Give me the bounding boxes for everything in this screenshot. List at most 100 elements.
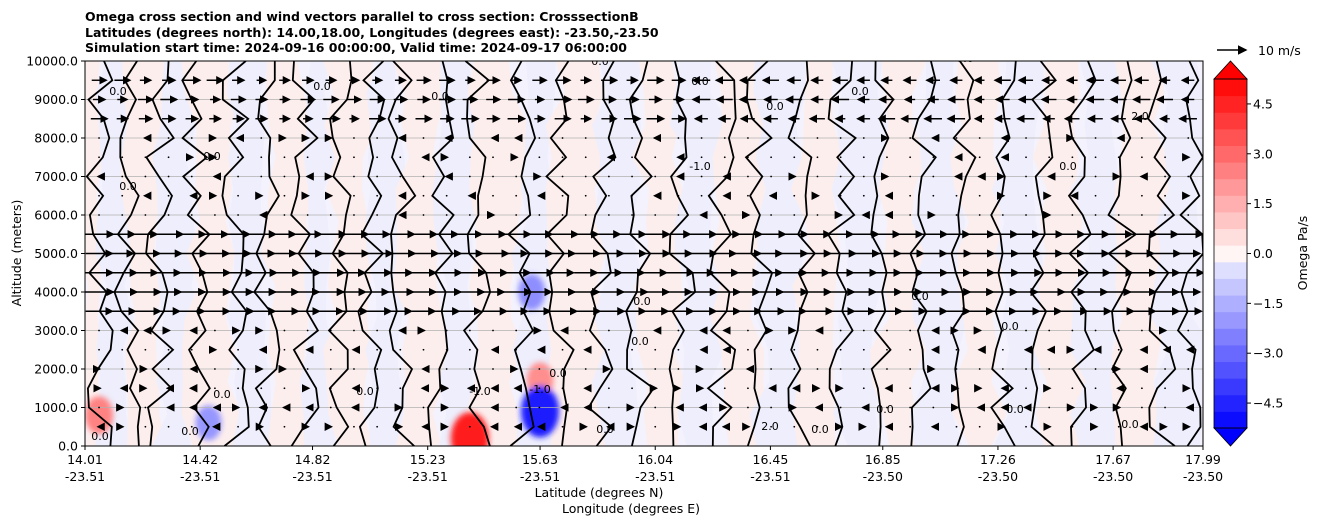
wind-vector-dot <box>747 387 749 390</box>
contour-label: 0.0 <box>119 180 137 193</box>
colorbar-segment <box>1214 79 1247 97</box>
wind-vector-dot <box>1001 368 1004 370</box>
wind-vector-dot <box>654 214 657 216</box>
wind-vector-dot <box>515 175 518 178</box>
contour-label: 0.0 <box>203 150 221 163</box>
wind-vector-dot <box>1071 175 1074 178</box>
x-tick-label-lon: -23.50 <box>863 469 903 484</box>
wind-vector-dot <box>468 137 471 139</box>
wind-vector-dot <box>121 194 124 197</box>
wind-vector-dot <box>561 194 564 197</box>
colorbar-segment <box>1214 411 1247 429</box>
colorbar-segment <box>1214 211 1247 230</box>
wind-vector-dot <box>631 214 633 216</box>
wind-vector-dot <box>1117 156 1120 159</box>
wind-vector-dot <box>492 368 494 370</box>
colorbar-tick-label: 1.5 <box>1253 196 1273 211</box>
wind-vector-dot <box>237 348 239 351</box>
wind-vector-dot <box>237 156 239 159</box>
wind-vector-dot <box>376 406 379 409</box>
wind-vector-dot <box>492 175 494 178</box>
wind-vector-dot <box>1025 156 1027 159</box>
wind-vector-dot <box>607 329 610 332</box>
wind-vector-dot <box>909 214 912 216</box>
colorbar-segment <box>1214 278 1247 296</box>
wind-vector-dot <box>167 156 170 159</box>
x-tick-label-lat: 17.99 <box>1185 452 1221 467</box>
wind-vector-dot <box>909 425 912 428</box>
wind-vector-dot <box>144 348 147 351</box>
wind-vector-dot <box>723 214 726 216</box>
wind-vector-dot <box>909 348 912 351</box>
contour-label: 0.0 <box>691 75 709 88</box>
wind-vector-dot <box>932 156 935 159</box>
wind-vector-dot <box>1025 214 1027 216</box>
plot-area: 0.0 0.0 0.0 0.0 0.0 0.0 0.0 0.0 -1.0 0.0 0.0 0.0 2.0… <box>85 55 1203 446</box>
x-tick-label-lon: -23.51 <box>292 469 332 484</box>
colorbar-segment <box>1214 195 1247 213</box>
wind-vector-dot <box>862 194 865 197</box>
x-tick-label-lat: 15.63 <box>522 452 558 467</box>
x-tick-label-lon: -23.50 <box>1093 469 1133 484</box>
wind-vector-dot <box>98 214 100 216</box>
y-tick-label: 5000.0 <box>34 246 78 261</box>
contour-label: 0.0 <box>591 55 609 68</box>
wind-vector-dot <box>190 214 193 216</box>
wind-vector-dot <box>955 194 958 197</box>
wind-vector-dot <box>190 175 193 178</box>
wind-vector-dot <box>723 368 726 370</box>
wind-vector-dot <box>121 156 124 159</box>
y-tick-label: 3000.0 <box>34 323 78 338</box>
wind-vector-dot <box>793 368 796 370</box>
colorbar-segment <box>1214 295 1247 313</box>
wind-vector-dot <box>376 175 379 178</box>
wind-vector-dot <box>121 137 124 139</box>
wind-vector-dot <box>932 194 935 197</box>
wind-vector-dot <box>422 214 425 216</box>
wind-vector-dot <box>1025 425 1027 428</box>
x-tick-label-lat: 14.01 <box>67 452 103 467</box>
wind-vector-dot <box>1001 329 1004 332</box>
wind-vector-dot <box>747 156 749 159</box>
wind-vector-dot <box>862 175 865 178</box>
wind-vector-dot <box>144 406 147 409</box>
wind-vector-dot <box>121 214 124 216</box>
wind-vector-dot <box>1048 156 1051 159</box>
wind-vector-dot <box>399 368 402 370</box>
wind-vector-dot <box>723 387 726 390</box>
wind-vector-dot <box>816 175 819 178</box>
wind-vector-dot <box>98 194 100 197</box>
wind-vector-dot <box>607 387 610 390</box>
contour-label: 0.0 <box>911 290 929 303</box>
vector-key: 10 m/s <box>1217 43 1301 58</box>
x-tick-label-lon: -23.50 <box>1183 469 1223 484</box>
wind-vector-dot <box>98 329 100 332</box>
colorbar-tick-label: 3.0 <box>1253 146 1273 161</box>
wind-vector-dot <box>654 156 657 159</box>
colorbar-tick-label: −4.5 <box>1253 396 1283 411</box>
contour-label: 0.0 <box>876 403 894 416</box>
wind-vector-dot <box>260 137 263 139</box>
wind-vector-dot <box>515 214 518 216</box>
wind-vector-dot <box>1025 194 1027 197</box>
wind-vector-dot <box>376 156 379 159</box>
contour-label: 0.0 <box>1001 320 1019 333</box>
wind-vector-dot <box>1117 348 1120 351</box>
wind-vector-dot <box>445 368 448 370</box>
y-tick-label: 6000.0 <box>34 208 78 223</box>
wind-vector-dot <box>561 156 564 159</box>
x-tick-label-lat: 15.23 <box>410 452 446 467</box>
wind-vector-dot <box>329 387 332 390</box>
wind-vector-dot <box>329 329 332 332</box>
wind-vector-dot <box>190 425 193 428</box>
wind-vector-dot <box>793 194 796 197</box>
wind-vector-dot <box>353 175 355 178</box>
wind-vector-dot <box>862 329 865 332</box>
wind-vector-dot <box>584 156 587 159</box>
colorbar-segment <box>1214 245 1247 263</box>
wind-vector-dot <box>1094 156 1097 159</box>
wind-vector-dot <box>584 137 587 139</box>
wind-vector-dot <box>353 156 355 159</box>
wind-vector-dot <box>1117 329 1120 332</box>
wind-vector-dot <box>1071 329 1074 332</box>
